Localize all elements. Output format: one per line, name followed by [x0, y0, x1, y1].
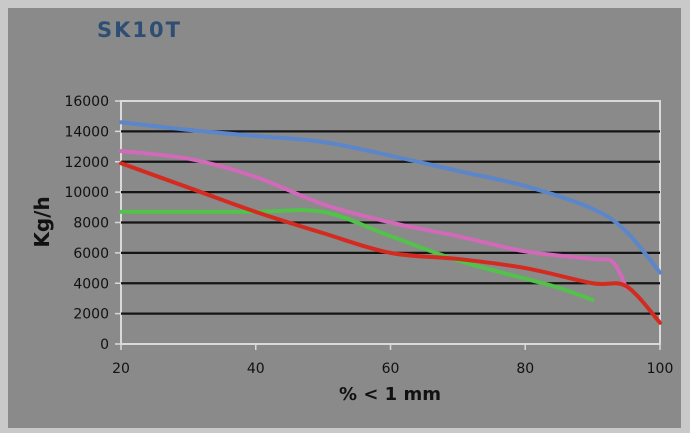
x-tick-label: 60	[382, 361, 400, 377]
y-tick-label: 14000	[64, 124, 109, 140]
y-tick-label: 0	[100, 337, 109, 353]
series-line-3	[119, 208, 595, 302]
y-tick-label: 12000	[64, 155, 109, 171]
x-tick-label: 80	[516, 361, 534, 377]
y-tick-label: 16000	[64, 94, 109, 110]
x-tick-label: 100	[647, 361, 674, 377]
series-lines	[119, 120, 662, 325]
y-tick-label: 10000	[64, 185, 109, 201]
y-tick-label: 8000	[73, 216, 109, 232]
series-line-2	[119, 149, 629, 290]
series-line-4	[119, 161, 662, 325]
chart-title: SK10T	[97, 18, 182, 42]
y-tick-label: 4000	[73, 276, 109, 292]
y-tick-label: 6000	[73, 246, 109, 262]
x-axis-title: % < 1 mm	[339, 384, 441, 405]
y-tick-label: 2000	[73, 307, 109, 323]
y-axis-title: Kg/h	[30, 196, 54, 247]
series-line-1	[119, 120, 662, 275]
x-tick-labels: 20 40 60 80 100	[112, 361, 673, 377]
x-tick-label: 40	[247, 361, 265, 377]
x-tick-label: 20	[112, 361, 130, 377]
y-tick-labels: 0 2000 4000 6000 8000 10000 12000 14000 16000	[64, 94, 109, 353]
